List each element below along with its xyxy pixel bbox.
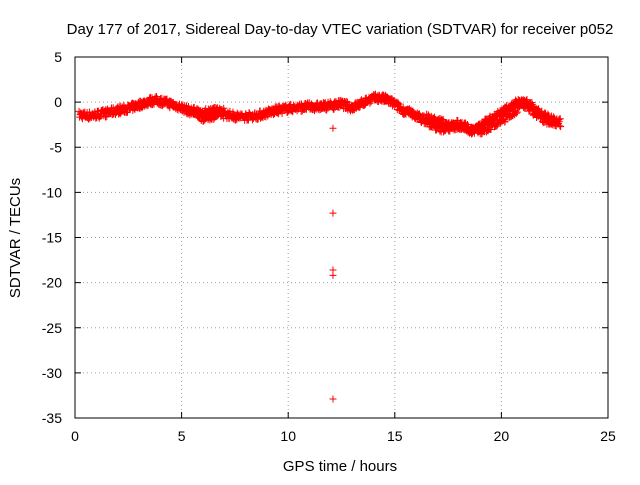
y-tick-label: -35	[42, 410, 62, 426]
x-tick-label: 25	[600, 428, 616, 444]
x-tick-label: 5	[178, 428, 186, 444]
data-point	[189, 104, 197, 112]
data-point	[556, 122, 564, 130]
data-point	[544, 110, 552, 118]
data-point	[523, 96, 531, 104]
data-point	[538, 107, 546, 115]
data-point	[123, 109, 131, 117]
x-tick-label: 20	[494, 428, 510, 444]
outlier-point	[329, 271, 337, 279]
tick-label-layer: 0 5 10 15 20 25 5 0 -5 -10 -15 -20 -25 -30 -35	[42, 49, 616, 444]
data-point	[366, 99, 374, 107]
y-tick-label: -15	[42, 230, 62, 246]
y-tick-label: -20	[42, 275, 62, 291]
y-tick-label: -25	[42, 320, 62, 336]
chart-title: Day 177 of 2017, Sidereal Day-to-day VTE…	[67, 21, 614, 38]
data-point	[394, 99, 402, 107]
outlier-point	[329, 395, 337, 403]
data-layer	[75, 90, 565, 403]
data-point	[219, 107, 227, 115]
data-point	[557, 123, 565, 131]
data-point	[218, 106, 226, 114]
x-axis-title: GPS time / hours	[283, 458, 397, 475]
data-point	[501, 118, 509, 126]
data-point	[458, 118, 466, 126]
data-point	[226, 107, 234, 115]
outlier-point	[329, 209, 337, 217]
data-point	[473, 124, 481, 132]
data-point	[550, 113, 558, 121]
data-point	[278, 109, 286, 117]
outlier-point	[329, 124, 337, 132]
y-axis-title: SDTVAR / TECUs	[7, 178, 24, 298]
y-tick-label: 5	[54, 49, 62, 65]
data-point	[287, 100, 295, 108]
data-point	[550, 114, 558, 122]
y-tick-label: -5	[50, 139, 63, 155]
data-point	[556, 115, 564, 123]
y-tick-label: -10	[42, 184, 62, 200]
y-tick-label: -30	[42, 365, 62, 381]
x-tick-label: 15	[387, 428, 403, 444]
data-point	[220, 104, 228, 112]
y-tick-label: 0	[54, 94, 62, 110]
x-tick-label: 10	[280, 428, 296, 444]
axis-layer	[74, 56, 609, 419]
x-tick-label: 0	[71, 428, 79, 444]
data-point	[512, 109, 520, 117]
data-point	[522, 96, 530, 104]
